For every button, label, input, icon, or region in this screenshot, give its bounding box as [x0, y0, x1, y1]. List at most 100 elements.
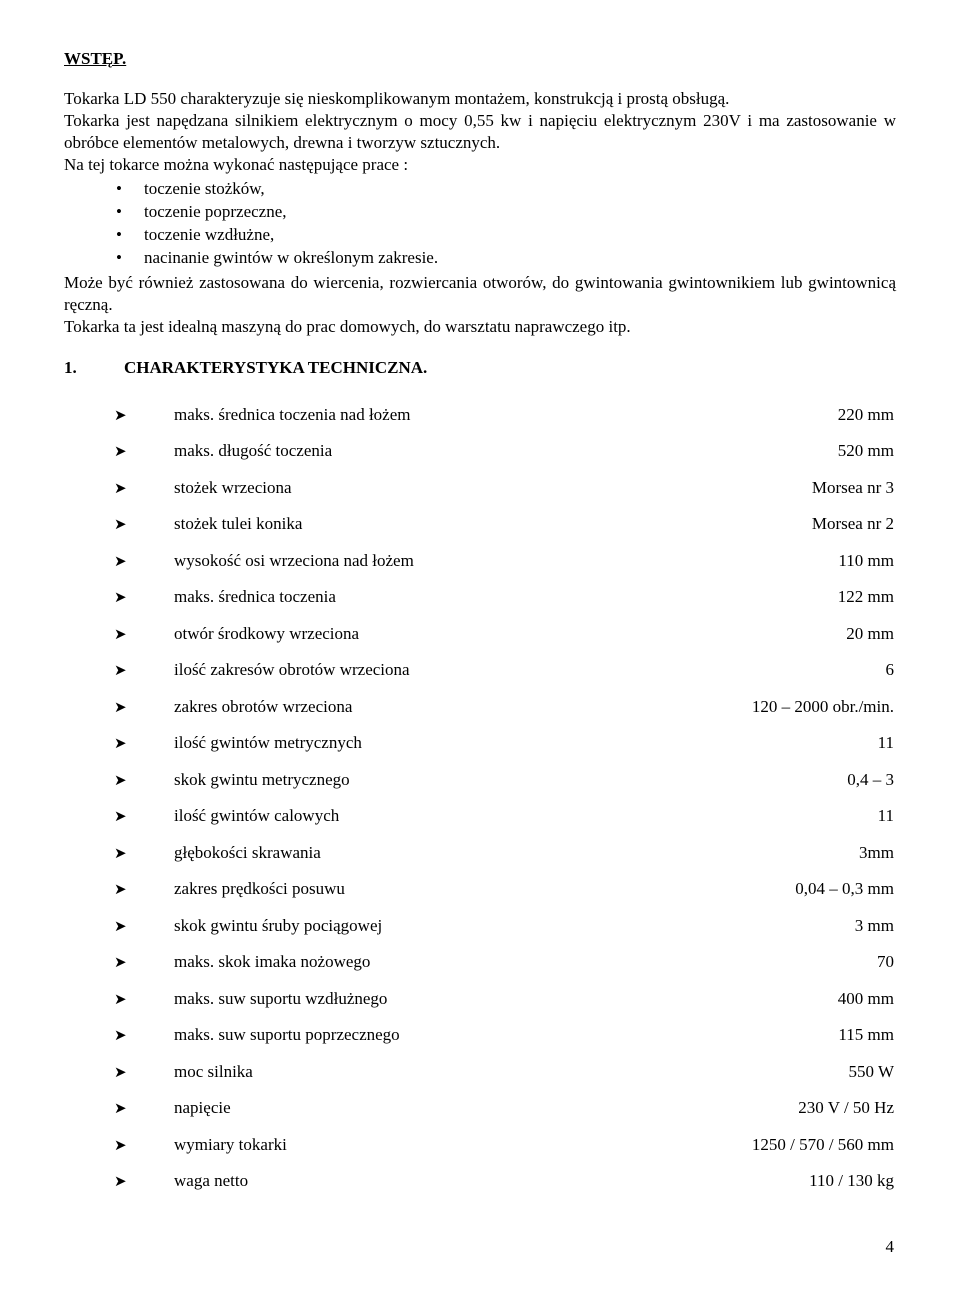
spec-label: maks. średnica toczenia: [144, 586, 336, 608]
chevron-right-icon: ➤: [64, 443, 144, 463]
chevron-right-icon: ➤: [64, 407, 144, 427]
spec-row: ➤otwór środkowy wrzeciona 20 mm: [64, 616, 896, 653]
spec-label: otwór środkowy wrzeciona: [144, 623, 359, 645]
spec-label: maks. długość toczenia: [144, 440, 332, 462]
list-item: toczenie poprzeczne,: [116, 201, 896, 224]
spec-value: 20 mm: [846, 623, 896, 645]
spec-value: 230 V / 50 Hz: [798, 1097, 896, 1119]
spec-label: ilość gwintów metrycznych: [144, 732, 362, 754]
spec-row: ➤zakres prędkości posuwu 0,04 – 0,3 mm: [64, 871, 896, 908]
spec-value: 400 mm: [838, 988, 896, 1010]
page-number: 4: [64, 1236, 896, 1258]
spec-value: 3mm: [859, 842, 896, 864]
spec-row: ➤ilość zakresów obrotów wrzeciona6: [64, 652, 896, 689]
spec-label: napięcie: [144, 1097, 231, 1119]
chevron-right-icon: ➤: [64, 735, 144, 755]
spec-label: stożek wrzeciona: [144, 477, 292, 499]
chevron-right-icon: ➤: [64, 954, 144, 974]
chevron-right-icon: ➤: [64, 480, 144, 500]
spec-value: 6: [886, 659, 897, 681]
work-types-list: toczenie stożków, toczenie poprzeczne, t…: [116, 178, 896, 270]
chevron-right-icon: ➤: [64, 626, 144, 646]
spec-value: 110 / 130 kg: [809, 1170, 896, 1192]
intro-paragraph-5: Tokarka ta jest idealną maszyną do prac …: [64, 316, 896, 338]
spec-value: 122 mm: [838, 586, 896, 608]
spec-label: ilość zakresów obrotów wrzeciona: [144, 659, 410, 681]
spec-label: moc silnika: [144, 1061, 253, 1083]
specs-table: ➤maks. średnica toczenia nad łożem220 mm…: [64, 397, 896, 1200]
spec-label: stożek tulei konika: [144, 513, 302, 535]
spec-value: 70: [877, 951, 896, 973]
spec-label: maks. średnica toczenia nad łożem: [144, 404, 410, 426]
chevron-right-icon: ➤: [64, 1027, 144, 1047]
intro-paragraph-4: Może być również zastosowana do wierceni…: [64, 272, 896, 316]
spec-label: waga netto: [144, 1170, 248, 1192]
spec-row: ➤maks. długość toczenia 520 mm: [64, 433, 896, 470]
spec-row: ➤maks. średnica toczenia 122 mm: [64, 579, 896, 616]
chevron-right-icon: ➤: [64, 881, 144, 901]
spec-value: 0,4 – 3: [847, 769, 896, 791]
intro-paragraph-1: Tokarka LD 550 charakteryzuje się niesko…: [64, 88, 896, 110]
spec-label: wymiary tokarki: [144, 1134, 287, 1156]
spec-row: ➤ilość gwintów calowych 11: [64, 798, 896, 835]
spec-row: ➤waga netto 110 / 130 kg: [64, 1163, 896, 1200]
spec-label: zakres prędkości posuwu: [144, 878, 345, 900]
spec-value: 11: [878, 805, 896, 827]
spec-row: ➤wymiary tokarki 1250 / 570 / 560 mm: [64, 1127, 896, 1164]
chevron-right-icon: ➤: [64, 516, 144, 536]
spec-row: ➤ilość gwintów metrycznych 11: [64, 725, 896, 762]
spec-label: maks. skok imaka nożowego: [144, 951, 370, 973]
spec-row: ➤maks. skok imaka nożowego 70: [64, 944, 896, 981]
chevron-right-icon: ➤: [64, 553, 144, 573]
chevron-right-icon: ➤: [64, 699, 144, 719]
intro-paragraph-2: Tokarka jest napędzana silnikiem elektry…: [64, 110, 896, 154]
spec-row: ➤skok gwintu metrycznego 0,4 – 3: [64, 762, 896, 799]
spec-label: głębokości skrawania: [144, 842, 321, 864]
chevron-right-icon: ➤: [64, 589, 144, 609]
spec-label: skok gwintu metrycznego: [144, 769, 350, 791]
intro-paragraph-3: Na tej tokarce można wykonać następujące…: [64, 154, 896, 176]
spec-value: 110 mm: [838, 550, 896, 572]
chevron-right-icon: ➤: [64, 845, 144, 865]
spec-label: zakres obrotów wrzeciona: [144, 696, 352, 718]
spec-value: 550 W: [849, 1061, 897, 1083]
chevron-right-icon: ➤: [64, 918, 144, 938]
section-heading: 1. CHARAKTERYSTYKA TECHNICZNA.: [64, 357, 896, 379]
spec-value: Morsea nr 3: [812, 477, 896, 499]
spec-row: ➤moc silnika 550 W: [64, 1054, 896, 1091]
spec-value: Morsea nr 2: [812, 513, 896, 535]
spec-value: 1250 / 570 / 560 mm: [752, 1134, 896, 1156]
spec-value: 3 mm: [855, 915, 896, 937]
spec-value: 120 – 2000 obr./min.: [752, 696, 896, 718]
spec-label: maks. suw suportu wzdłużnego: [144, 988, 387, 1010]
spec-row: ➤stożek wrzeciona Morsea nr 3: [64, 470, 896, 507]
chevron-right-icon: ➤: [64, 1137, 144, 1157]
spec-row: ➤maks. suw suportu wzdłużnego 400 mm: [64, 981, 896, 1018]
list-item: nacinanie gwintów w określonym zakresie.: [116, 247, 896, 270]
chevron-right-icon: ➤: [64, 991, 144, 1011]
spec-value: 520 mm: [838, 440, 896, 462]
chevron-right-icon: ➤: [64, 772, 144, 792]
chevron-right-icon: ➤: [64, 1100, 144, 1120]
spec-row: ➤zakres obrotów wrzeciona 120 – 2000 obr.…: [64, 689, 896, 726]
spec-label: skok gwintu śruby pociągowej: [144, 915, 382, 937]
spec-value: 220 mm: [838, 404, 896, 426]
chevron-right-icon: ➤: [64, 1173, 144, 1193]
spec-row: ➤stożek tulei konika Morsea nr 2: [64, 506, 896, 543]
spec-value: 0,04 – 0,3 mm: [795, 878, 896, 900]
spec-row: ➤maks. średnica toczenia nad łożem 220 mm: [64, 397, 896, 434]
section-number: 1.: [64, 357, 124, 379]
spec-value: 115 mm: [838, 1024, 896, 1046]
spec-value: 11: [878, 732, 896, 754]
spec-label: maks. suw suportu poprzecznego: [144, 1024, 400, 1046]
page-heading: WSTĘP.: [64, 48, 896, 70]
spec-row: ➤maks. suw suportu poprzecznego 115 mm: [64, 1017, 896, 1054]
list-item: toczenie wzdłużne,: [116, 224, 896, 247]
section-title: CHARAKTERYSTYKA TECHNICZNA.: [124, 357, 427, 379]
spec-label: ilość gwintów calowych: [144, 805, 339, 827]
chevron-right-icon: ➤: [64, 1064, 144, 1084]
spec-row: ➤wysokość osi wrzeciona nad łożem110 mm: [64, 543, 896, 580]
spec-row: ➤skok gwintu śruby pociągowej 3 mm: [64, 908, 896, 945]
chevron-right-icon: ➤: [64, 808, 144, 828]
spec-row: ➤napięcie 230 V / 50 Hz: [64, 1090, 896, 1127]
